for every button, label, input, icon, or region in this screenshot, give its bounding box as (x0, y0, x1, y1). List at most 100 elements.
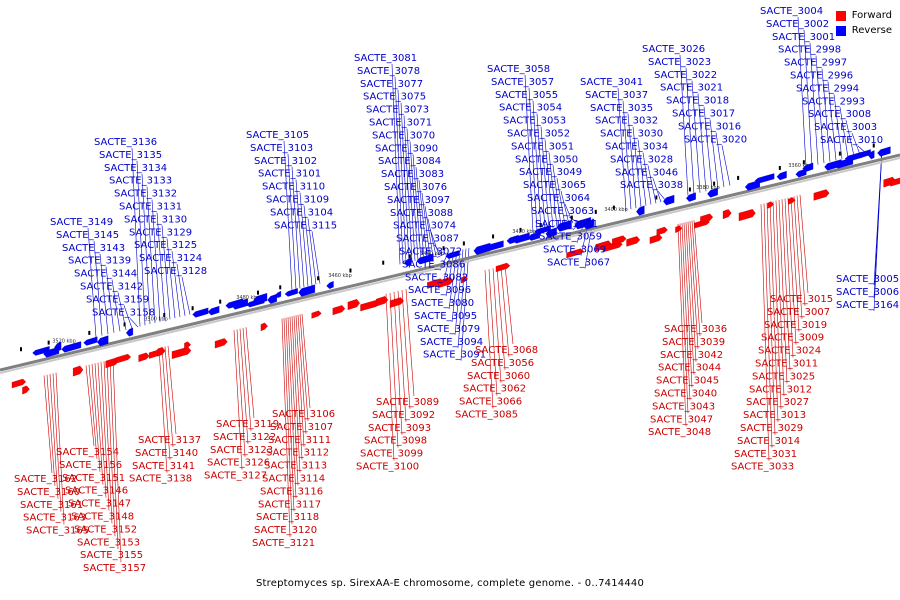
reverse-gene (583, 218, 595, 230)
gene-label: SACTE_3042 (660, 350, 723, 361)
gene-label: SACTE_3005 (836, 274, 899, 285)
gene-label: SACTE_3039 (662, 337, 725, 348)
leader-line (233, 330, 243, 470)
gene-label: SACTE_3073 (366, 105, 429, 116)
leader-line (451, 250, 461, 323)
leader-line (94, 363, 104, 485)
feature-marker (594, 209, 597, 214)
gene-label: SACTE_3066 (459, 397, 522, 408)
leader-line (287, 153, 297, 290)
feature-marker (442, 246, 445, 251)
feature-marker (408, 254, 411, 259)
gene-label: SACTE_3120 (254, 525, 317, 536)
gene-label: SACTE_3034 (605, 142, 668, 153)
leader-line (171, 251, 181, 318)
gene-label: SACTE_3023 (648, 57, 711, 68)
forward-gene (214, 338, 228, 349)
leader-line (536, 113, 546, 230)
gene-label: SACTE_3053 (503, 116, 566, 127)
leader-line (787, 197, 797, 345)
gene-label: SACTE_3026 (642, 44, 705, 55)
axis-tick-label: 3440 kbp (420, 251, 444, 257)
forward-gene (890, 177, 900, 187)
leader-line (679, 223, 689, 414)
reverse-gene (54, 341, 62, 352)
gene-label: SACTE_3144 (74, 269, 137, 280)
feature-marker (462, 241, 465, 246)
gene-label: SACTE_3158 (92, 307, 155, 318)
forward-gene (788, 197, 796, 205)
reverse-gene (844, 151, 863, 162)
gene-label: SACTE_3146 (65, 486, 128, 497)
gene-label: SACTE_3009 (761, 333, 824, 344)
gene-label: SACTE_3142 (80, 282, 143, 293)
gene-label: SACTE_2997 (784, 58, 847, 69)
leader-line (637, 139, 647, 206)
axis-tick-label: 3500 kbp (144, 317, 168, 323)
reverse-gene (636, 205, 645, 216)
leader-line (685, 222, 695, 375)
leader-line (709, 119, 719, 189)
gene-label: SACTE_3102 (254, 156, 317, 167)
feature-marker (279, 285, 282, 290)
gene-label: SACTE_3019 (764, 320, 827, 331)
leader-line (778, 199, 788, 384)
gene-label: SACTE_3124 (139, 253, 202, 264)
forward-gene (767, 201, 775, 209)
gene-label: SACTE_3065 (523, 180, 586, 191)
gene-label: SACTE_3016 (678, 121, 741, 132)
reverse-gene (298, 284, 316, 297)
gene-label: SACTE_3003 (814, 122, 877, 133)
feature-marker (492, 234, 495, 239)
gene-label: SACTE_3011 (755, 359, 818, 370)
leader-line (293, 315, 303, 460)
gene-label: SACTE_3128 (144, 266, 207, 277)
leader-line (405, 288, 415, 397)
leader-line (85, 365, 95, 447)
leader-line (839, 107, 849, 158)
leader-line (394, 76, 404, 264)
leader-line (679, 54, 689, 196)
gene-label: SACTE_3029 (740, 423, 803, 434)
leader-line (88, 364, 98, 459)
leader-line (161, 225, 171, 320)
leader-line (560, 191, 570, 225)
feature-marker (778, 165, 781, 170)
gene-label: SACTE_3165 (26, 526, 89, 537)
forward-gene (675, 225, 683, 233)
genome-caption: Streptomyces sp. SirexAA-E chromosome, c… (255, 578, 645, 589)
gene-label: SACTE_3164 (836, 300, 899, 311)
leader-line (283, 140, 293, 291)
gene-label: SACTE_3069 (543, 245, 606, 256)
leader-line (496, 267, 506, 370)
reverse-gene (126, 327, 134, 337)
gene-label: SACTE_3043 (652, 401, 715, 412)
leader-line (763, 203, 773, 448)
leader-line (285, 317, 295, 512)
gene-label: SACTE_3111 (268, 435, 331, 446)
leader-line (291, 166, 301, 289)
leader-line (689, 221, 699, 349)
gene-label: SACTE_3096 (408, 285, 471, 296)
feature-marker (713, 181, 716, 186)
gene-label: SACTE_3041 (580, 77, 643, 88)
forward-gene (612, 235, 627, 246)
leader-line (492, 268, 502, 383)
gene-label: SACTE_3159 (86, 294, 149, 305)
gene-label: SACTE_3077 (360, 79, 423, 90)
gene-label: SACTE_3035 (590, 103, 653, 114)
gene-label: SACTE_3008 (808, 109, 871, 120)
leader-line (873, 149, 883, 311)
gene-label: SACTE_3072 (399, 247, 462, 258)
reverse-gene (858, 149, 871, 158)
leader-line (632, 126, 642, 207)
leader-line (544, 139, 554, 228)
leader-line (766, 202, 776, 435)
gene-label: SACTE_3151 (62, 473, 125, 484)
leader-line (827, 81, 837, 161)
leader-line (488, 269, 498, 396)
gene-arrows (11, 143, 900, 395)
gene-label: SACTE_3091 (423, 350, 486, 361)
reverse-swatch (835, 25, 846, 36)
gene-label: SACTE_3100 (356, 462, 419, 473)
